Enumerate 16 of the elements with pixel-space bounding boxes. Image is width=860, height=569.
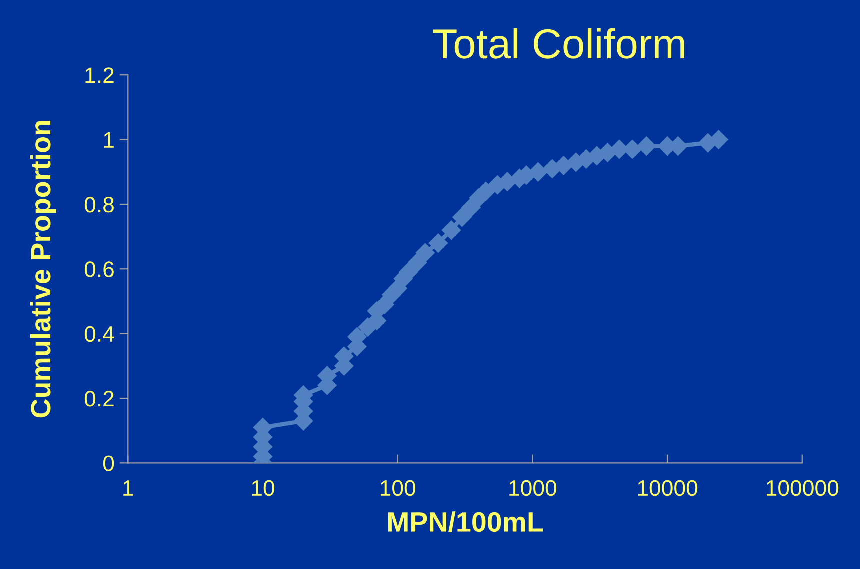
x-tick-label: 100000 <box>767 480 839 496</box>
chart-title: Total Coliform <box>433 28 684 59</box>
x-tick-label: 1000 <box>510 480 557 496</box>
y-tick-label: 0.2 <box>84 391 114 407</box>
x-tick-label: 10000 <box>638 480 698 496</box>
y-tick-label: 0 <box>103 456 114 472</box>
y-tick-label: 0.6 <box>84 262 114 278</box>
y-tick-label: 0.4 <box>84 326 114 342</box>
x-tick-label: 100 <box>380 480 416 496</box>
x-axis-title: MPN/100mL <box>388 512 544 532</box>
x-tick-label: 10 <box>252 480 274 496</box>
y-axis-title: Cumulative Proportion <box>30 121 56 418</box>
y-tick-label: 1.2 <box>86 68 114 84</box>
y-tick-label: 0.8 <box>84 196 114 213</box>
y-tick-label: 1 <box>104 132 114 148</box>
x-tick-label: 1 <box>124 480 134 496</box>
